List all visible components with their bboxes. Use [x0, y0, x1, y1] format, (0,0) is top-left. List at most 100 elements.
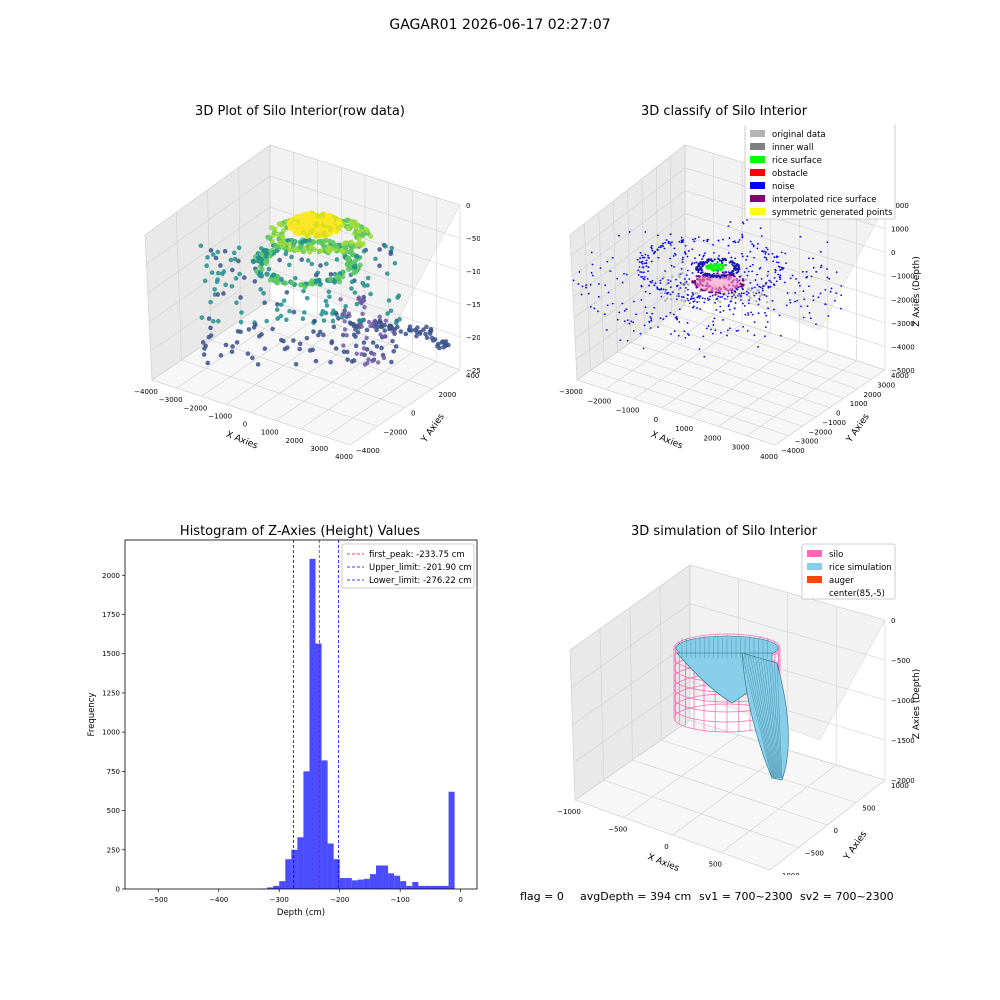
noise-point: [687, 250, 690, 252]
noise-point: [696, 267, 700, 271]
interpolated-point: [691, 281, 694, 284]
legend-frame: [801, 543, 896, 600]
noise-point: [712, 324, 715, 326]
noise-point: [657, 326, 659, 328]
legend-frame: [744, 125, 896, 220]
data-point: [373, 256, 378, 262]
histogram-bar: [321, 760, 328, 889]
noise-point: [796, 299, 799, 302]
data-point: [266, 266, 272, 272]
noise-point: [603, 313, 606, 316]
noise-point: [647, 270, 649, 273]
noise-point: [775, 256, 778, 259]
noise-point: [616, 318, 619, 321]
noise-point: [748, 299, 750, 302]
noise-point: [687, 294, 689, 297]
noise-point: [581, 285, 584, 288]
noise-point: [658, 246, 660, 249]
original-point: [664, 290, 667, 294]
original-point: [752, 291, 755, 294]
data-point: [206, 316, 212, 321]
z-tick-label: −2000: [466, 334, 480, 342]
noise-point: [746, 330, 749, 332]
noise-point: [673, 247, 676, 250]
noise-point: [726, 334, 729, 337]
z-gridline: [575, 281, 886, 360]
data-point: [275, 316, 280, 321]
original-point: [696, 292, 699, 295]
noise-point: [731, 295, 733, 298]
data-point: [330, 318, 336, 324]
data-point: [344, 333, 349, 338]
legend-label: first_peak: -233.75 cm: [369, 550, 465, 560]
noise-point: [799, 285, 801, 287]
data-point: [344, 349, 350, 355]
noise-point: [688, 278, 691, 280]
rice-surface-point: [715, 265, 718, 268]
noise-point: [802, 290, 805, 293]
data-point: [262, 300, 267, 306]
data-point: [229, 267, 235, 273]
noise-point: [623, 272, 625, 275]
data-point: [336, 279, 343, 285]
data-point: [201, 352, 207, 357]
data-point: [387, 326, 392, 332]
noise-point: [686, 269, 689, 272]
data-point: [340, 332, 346, 338]
legend: first_peak: -233.75 cm Upper_limit: -201.…: [341, 543, 475, 589]
noise-point: [729, 327, 731, 330]
noise-point: [669, 233, 672, 236]
noise-point: [716, 297, 719, 300]
noise-point: [761, 289, 764, 292]
data-point: [238, 295, 243, 300]
histogram-bar: [273, 885, 280, 889]
original-point: [684, 282, 687, 285]
noise-point: [644, 262, 646, 265]
noise-point: [720, 259, 723, 263]
noise-point: [791, 274, 794, 277]
data-point: [359, 324, 364, 329]
noise-point: [807, 257, 810, 260]
y-gridline: [175, 212, 182, 361]
classify-plot-title: 3D classify of Silo Interior: [640, 104, 808, 119]
data-point: [414, 333, 419, 339]
data-point: [328, 359, 333, 365]
data-point: [298, 282, 304, 288]
mesh-line: [766, 659, 780, 779]
noise-point: [669, 257, 671, 260]
noise-point: [572, 279, 575, 282]
data-point: [275, 302, 280, 307]
data-point: [233, 276, 239, 281]
noise-point: [687, 299, 690, 302]
data-point: [391, 329, 396, 334]
noise-point: [641, 262, 644, 265]
data-point: [208, 333, 214, 338]
noise-point: [756, 283, 759, 286]
noise-point: [794, 300, 796, 303]
noise-point: [650, 247, 653, 250]
noise-point: [763, 335, 766, 338]
mesh-line: [744, 653, 773, 779]
interpolated-point: [738, 275, 742, 278]
data-point: [342, 327, 348, 332]
noise-point: [701, 262, 705, 265]
noise-point: [763, 294, 766, 296]
noise-point: [759, 286, 762, 289]
data-point: [222, 248, 228, 254]
noise-point: [693, 262, 696, 264]
noise-point: [746, 255, 749, 258]
original-point: [681, 272, 684, 275]
x-tick-label: 0: [664, 843, 668, 851]
legend-label: inner wall: [772, 143, 813, 153]
y-tick-label: −1000: [776, 872, 800, 875]
noise-point: [713, 251, 715, 254]
y-gridline: [644, 332, 844, 399]
noise-point: [708, 298, 711, 301]
data-point: [338, 247, 345, 254]
data-point: [311, 239, 317, 245]
data-point: [323, 310, 329, 316]
y-gridline: [617, 351, 817, 418]
data-point: [428, 326, 434, 332]
data-point: [246, 327, 252, 332]
original-point: [677, 273, 681, 276]
